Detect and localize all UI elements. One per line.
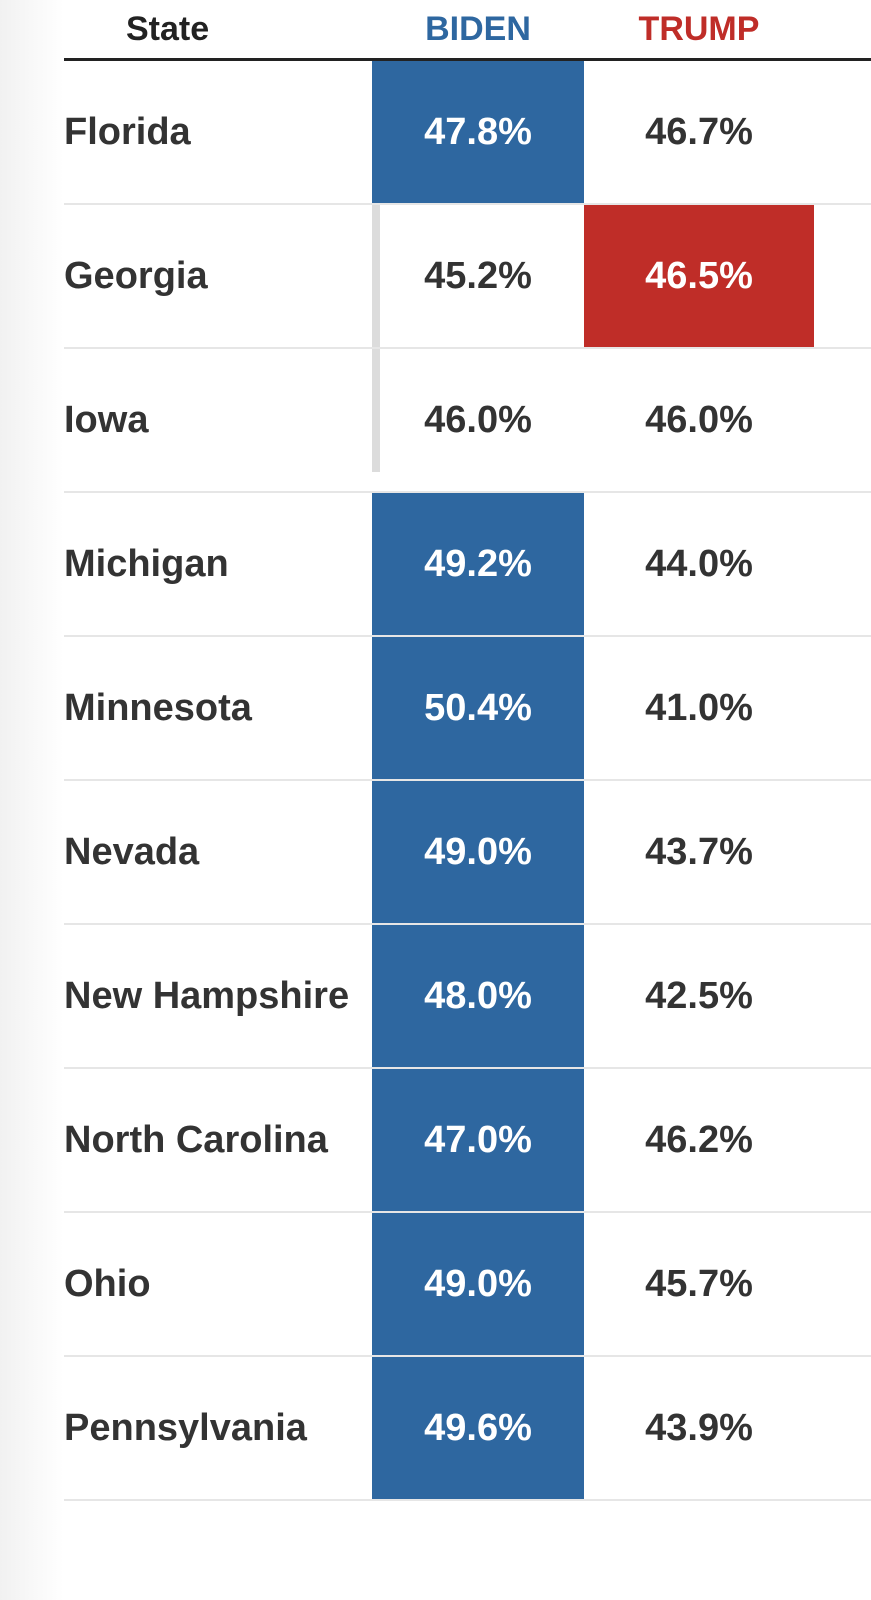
column-divider — [372, 0, 380, 472]
value-cell: 48.0% — [372, 925, 584, 1067]
table-row: North Carolina 47.0% 46.2% — [64, 1069, 871, 1213]
value-cell: 47.8% — [372, 61, 584, 203]
table-row: Minnesota 50.4% 41.0% — [64, 637, 871, 781]
table-row: Pennsylvania 49.6% 43.9% — [64, 1357, 871, 1501]
header-cell: BIDEN — [425, 9, 531, 48]
value-cell: 41.0% — [645, 687, 753, 729]
value-cell: 50.4% — [372, 637, 584, 779]
value-cell: 43.7% — [645, 831, 753, 873]
state-cell: Michigan — [64, 543, 229, 585]
value-cell: 46.0% — [645, 399, 753, 441]
results-table: State BIDEN TRUMP Florida 47.8% 46.7% Georg… — [64, 0, 871, 1501]
value-cell: 45.7% — [645, 1263, 753, 1305]
table-row: Michigan 49.2% 44.0% — [64, 493, 871, 637]
value-cell: 46.2% — [645, 1119, 753, 1161]
state-cell: New Hampshire — [64, 975, 350, 1017]
table-row: Nevada 49.0% 43.7% — [64, 781, 871, 925]
value-cell: 49.6% — [372, 1357, 584, 1499]
state-cell: Florida — [64, 111, 191, 153]
header-row: State BIDEN TRUMP — [64, 0, 871, 61]
state-cell: Georgia — [64, 255, 208, 297]
value-cell: 49.0% — [372, 781, 584, 923]
value-cell: 49.0% — [372, 1213, 584, 1355]
value-cell: 46.5% — [584, 205, 814, 347]
value-cell: 44.0% — [645, 543, 753, 585]
value-cell: 46.7% — [645, 111, 753, 153]
table-row: Florida 47.8% 46.7% — [64, 61, 871, 205]
table-row: Georgia 45.2% 46.5% — [64, 205, 871, 349]
state-cell: Iowa — [64, 399, 149, 441]
value-cell: 45.2% — [424, 255, 532, 297]
table-row: Iowa 46.0% 46.0% — [64, 349, 871, 493]
value-cell: 42.5% — [645, 975, 753, 1017]
state-cell: Ohio — [64, 1263, 151, 1305]
state-cell: Pennsylvania — [64, 1407, 307, 1449]
state-cell: Minnesota — [64, 687, 252, 729]
value-cell: 46.0% — [424, 399, 532, 441]
value-cell: 49.2% — [372, 493, 584, 635]
header-cell: State — [126, 9, 210, 48]
value-cell: 47.0% — [372, 1069, 584, 1211]
header-cell: TRUMP — [638, 9, 760, 48]
state-cell: North Carolina — [64, 1119, 328, 1161]
table-row: Ohio 49.0% 45.7% — [64, 1213, 871, 1357]
value-cell: 43.9% — [645, 1407, 753, 1449]
state-cell: Nevada — [64, 831, 200, 873]
table-row: New Hampshire 48.0% 42.5% — [64, 925, 871, 1069]
